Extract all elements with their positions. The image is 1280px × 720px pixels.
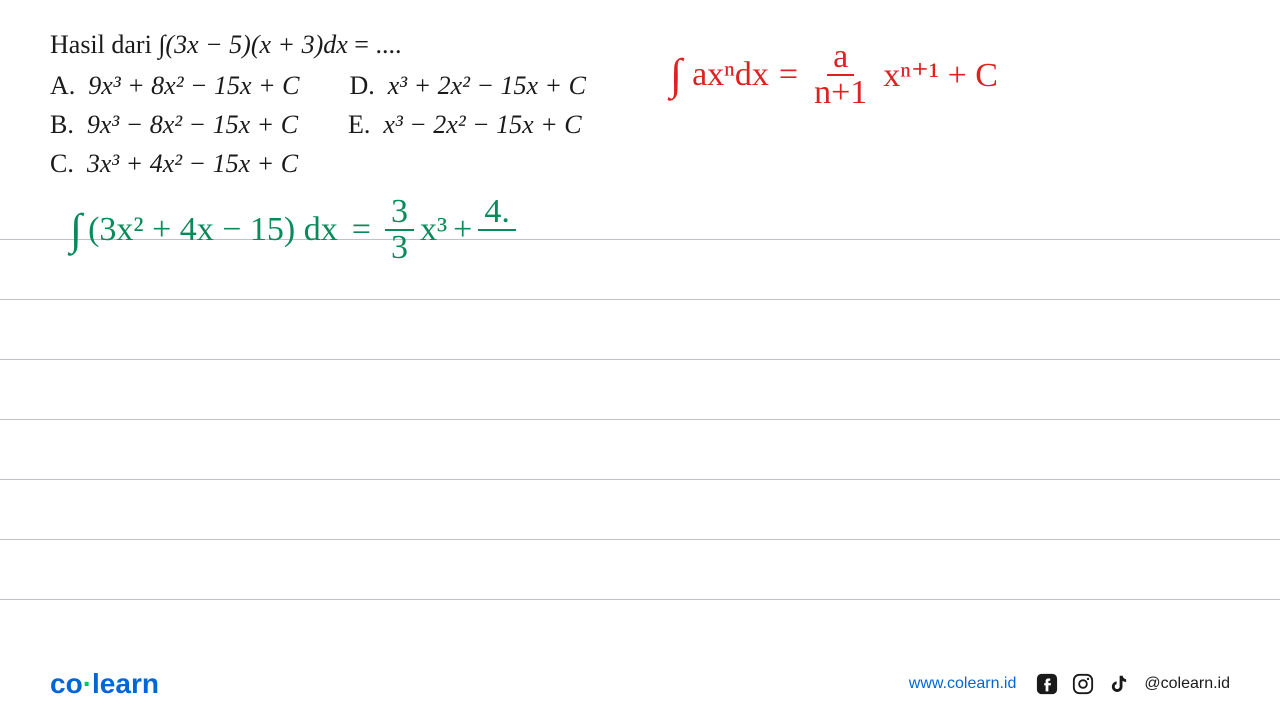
handwritten-work-green: ∫ (3x² + 4x − 15) dx = 3 3 x³ + 4. [70, 195, 516, 265]
question-block: Hasil dari ∫(3x − 5)(x + 3)dx = .... A. … [0, 0, 1280, 183]
facebook-icon [1036, 673, 1058, 695]
instagram-icon [1072, 673, 1094, 695]
handwritten-formula-red: ∫ axⁿdx = a n+1 xⁿ⁺¹ + C [670, 40, 998, 110]
question-prompt: Hasil dari ∫(3x − 5)(x + 3)dx = .... [50, 30, 586, 60]
footer: co·learn www.colearn.id @colearn.id [50, 668, 1230, 700]
option-b: B. 9x³ − 8x² − 15x + C [50, 105, 298, 144]
option-d: D. x³ + 2x² − 15x + C [349, 66, 585, 105]
option-e: E. x³ − 2x² − 15x + C [348, 105, 582, 144]
tiktok-icon [1108, 673, 1130, 695]
website-url: www.colearn.id [909, 675, 1017, 693]
social-handle: @colearn.id [1144, 675, 1230, 693]
option-c: C. 3x³ + 4x² − 15x + C [50, 144, 298, 183]
brand-logo: co·learn [50, 668, 159, 700]
option-a: A. 9x³ + 8x² − 15x + C [50, 66, 299, 105]
